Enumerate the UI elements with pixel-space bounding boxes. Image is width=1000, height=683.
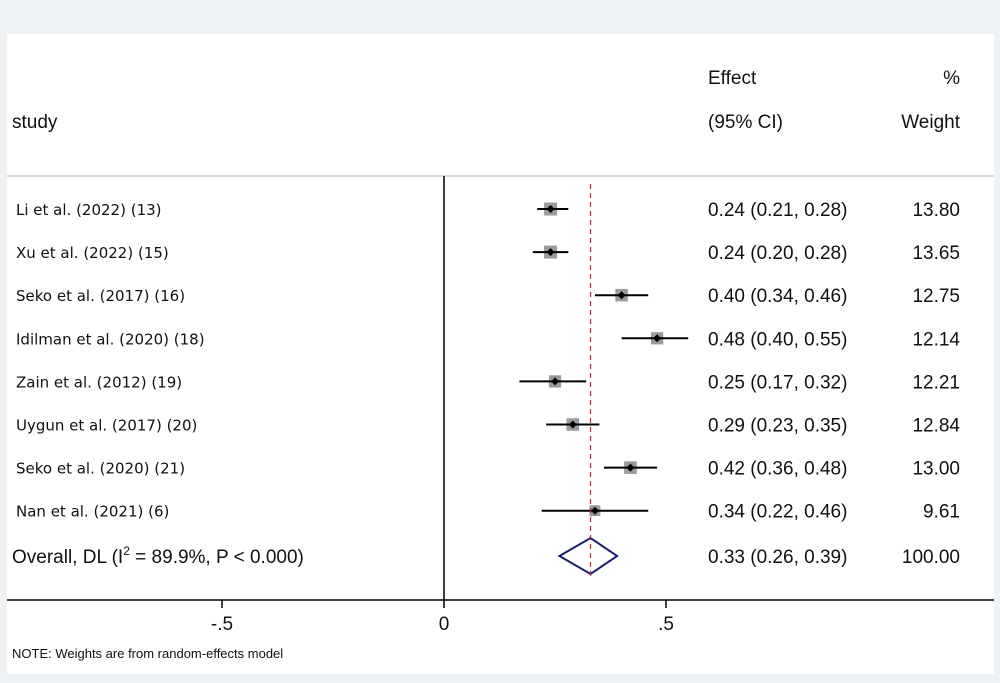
study-row: Li et al. (2022) (13) 0.24 (0.21, 0.28) 13…	[16, 200, 960, 221]
effect-ci-value: 0.48 (0.40, 0.55)	[708, 329, 847, 350]
header-effect: Effect	[708, 68, 757, 89]
study-label: Nan et al. (2021) (6)	[16, 503, 169, 521]
point-estimate	[653, 334, 662, 343]
overall-diamond	[557, 536, 619, 576]
effect-ci-value: 0.42 (0.36, 0.48)	[708, 459, 847, 480]
weight-value: 12.21	[912, 372, 960, 393]
overall-label: Overall, DL (I2 = 89.9%, P < 0.000)	[12, 544, 304, 568]
point-estimate	[590, 506, 599, 515]
forest-plot-panel	[7, 34, 994, 674]
study-label: Seko et al. (2020) (21)	[16, 460, 185, 478]
study-label: Li et al. (2022) (13)	[16, 201, 162, 219]
weight-value: 9.61	[923, 502, 960, 523]
study-row: Seko et al. (2020) (21) 0.42 (0.36, 0.48)…	[16, 459, 960, 480]
effect-ci-value: 0.24 (0.21, 0.28)	[708, 200, 847, 221]
point-estimate	[568, 420, 577, 429]
footnote: NOTE: Weights are from random-effects mo…	[12, 646, 283, 661]
study-label: Xu et al. (2022) (15)	[16, 244, 169, 262]
header-study: study	[12, 112, 58, 133]
weight-value: 12.84	[912, 416, 960, 437]
x-axis: -.5 0 .5	[7, 176, 994, 635]
header-percent: %	[943, 68, 960, 89]
effect-ci-value: 0.40 (0.34, 0.46)	[708, 286, 847, 307]
effect-ci-value: 0.29 (0.23, 0.35)	[708, 416, 847, 437]
overall-weight: 100.00	[902, 547, 960, 568]
x-tick-label: .5	[658, 614, 674, 635]
point-estimate	[617, 291, 626, 300]
point-estimate	[546, 205, 555, 213]
weight-value: 13.65	[912, 243, 960, 264]
study-row: Seko et al. (2017) (16) 0.40 (0.34, 0.46)…	[16, 286, 960, 307]
x-tick-label: -.5	[211, 614, 233, 635]
study-row: Idilman et al. (2020) (18) 0.48 (0.40, 0.…	[16, 329, 960, 350]
study-label: Idilman et al. (2020) (18)	[16, 330, 205, 348]
effect-ci-value: 0.24 (0.20, 0.28)	[708, 243, 847, 264]
weight-value: 12.75	[912, 286, 960, 307]
study-label: Seko et al. (2017) (16)	[16, 287, 185, 305]
weight-value: 13.00	[912, 459, 960, 480]
point-estimate	[551, 377, 559, 386]
study-row: Zain et al. (2012) (19) 0.25 (0.17, 0.32)…	[16, 372, 960, 393]
weight-value: 13.80	[912, 200, 960, 221]
effect-ci-value: 0.25 (0.17, 0.32)	[708, 372, 847, 393]
effect-ci-value: 0.34 (0.22, 0.46)	[708, 502, 847, 523]
study-row: Xu et al. (2022) (15) 0.24 (0.20, 0.28) 13…	[16, 243, 960, 264]
overall-effect-ci: 0.33 (0.26, 0.39)	[708, 547, 847, 568]
study-row: Nan et al. (2021) (6) 0.34 (0.22, 0.46) 9.…	[16, 502, 960, 523]
header-ci: (95% CI)	[708, 112, 783, 133]
point-estimate	[546, 248, 555, 257]
x-tick-label: 0	[439, 614, 450, 635]
study-rows: Li et al. (2022) (13) 0.24 (0.21, 0.28) 13…	[16, 200, 960, 523]
study-label: Zain et al. (2012) (19)	[16, 373, 182, 391]
point-estimate	[626, 463, 635, 472]
study-label: Uygun et al. (2017) (20)	[16, 417, 197, 435]
overall-row: Overall, DL (I2 = 89.9%, P < 0.000) 0.33 …	[12, 536, 960, 576]
header-weight: Weight	[901, 112, 961, 133]
study-row: Uygun et al. (2017) (20) 0.29 (0.23, 0.35…	[16, 416, 960, 437]
weight-value: 12.14	[912, 329, 960, 350]
